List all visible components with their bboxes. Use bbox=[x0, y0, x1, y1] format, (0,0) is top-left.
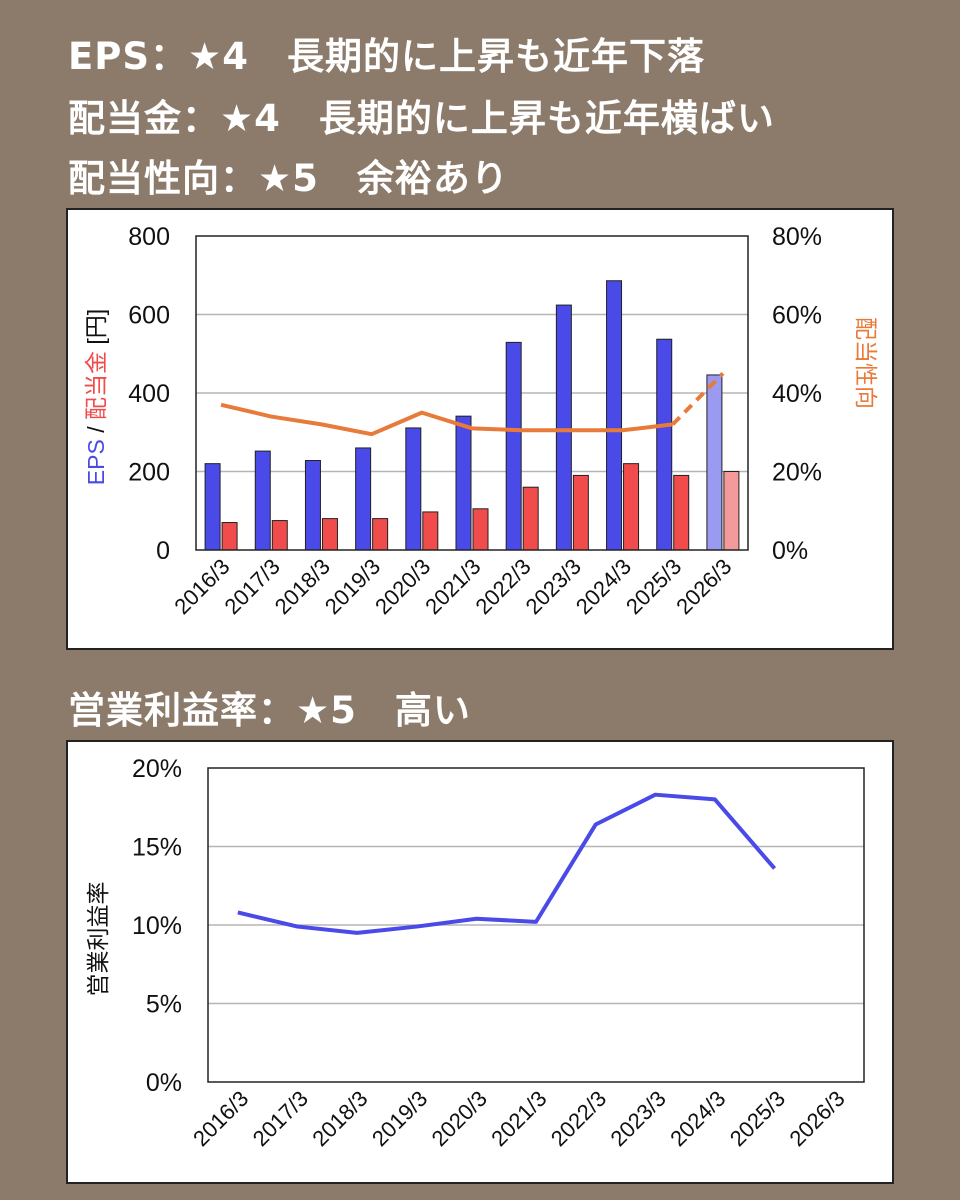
x-tick-label: 2017/3 bbox=[248, 1086, 313, 1151]
x-tick-label: 2019/3 bbox=[367, 1086, 432, 1151]
x-tick-label: 2022/3 bbox=[470, 554, 535, 619]
y2-axis-label: 配当性向 bbox=[853, 317, 879, 409]
x-tick-label: 2018/3 bbox=[270, 554, 335, 619]
y-tick-label: 10% bbox=[132, 912, 182, 940]
dividend-bar bbox=[623, 463, 640, 551]
plot-frame bbox=[207, 767, 865, 1083]
x-tick-label: 2024/3 bbox=[665, 1086, 730, 1151]
payout-ratio-line bbox=[220, 402, 673, 437]
eps-bar bbox=[204, 463, 221, 551]
dividend-bar bbox=[422, 511, 439, 551]
eps-bar bbox=[405, 427, 422, 551]
y2-tick-label: 0% bbox=[772, 537, 808, 565]
payout-rating-heading: 配当性向：★5 余裕あり bbox=[68, 157, 509, 200]
x-tick-label: 2016/3 bbox=[169, 554, 234, 619]
dividend-bar bbox=[723, 471, 740, 551]
dividend-bar bbox=[321, 518, 338, 551]
x-tick-label: 2025/3 bbox=[621, 554, 686, 619]
dividend-bar bbox=[372, 518, 389, 551]
y2-tick-label: 80% bbox=[772, 223, 822, 251]
dividend-bar bbox=[271, 520, 288, 551]
x-tick-label: 2025/3 bbox=[725, 1086, 790, 1151]
y-tick-label: 600 bbox=[128, 302, 170, 330]
y-tick-label: 0 bbox=[156, 537, 170, 565]
y-axis-label-part: / bbox=[83, 420, 109, 439]
eps-rating-heading: EPS：★4 長期的に上昇も近年下落 bbox=[68, 35, 705, 78]
x-tick-label: 2026/3 bbox=[784, 1086, 849, 1151]
x-tick-label: 2024/3 bbox=[571, 554, 636, 619]
x-tick-label: 2019/3 bbox=[320, 554, 385, 619]
y-tick-label: 20% bbox=[132, 755, 182, 783]
eps-bar bbox=[656, 338, 673, 551]
y-axis-label-part: 配当金 bbox=[83, 351, 109, 420]
payout-ratio-forecast-line bbox=[671, 371, 725, 426]
dividend-bar bbox=[522, 486, 539, 551]
eps-bar bbox=[555, 304, 572, 551]
x-tick-label: 2022/3 bbox=[546, 1086, 611, 1151]
x-tick-label: 2021/3 bbox=[420, 554, 485, 619]
operating-margin-chart-panel: 0% 5% 10% 15% 20% 2016/3 2017/3 2018/3 2019/3 202… bbox=[66, 740, 894, 1184]
x-tick-label: 2020/3 bbox=[427, 1086, 492, 1151]
operating-margin-chart: 0%5%10%15%20%2016/32017/32018/32019/3202… bbox=[85, 755, 865, 1151]
dividend-bar bbox=[472, 508, 489, 551]
y-tick-label: 400 bbox=[128, 380, 170, 408]
y-tick-label: 200 bbox=[128, 459, 170, 487]
y2-tick-label: 40% bbox=[772, 380, 822, 408]
plot-frame bbox=[195, 235, 749, 551]
x-tick-label: 2018/3 bbox=[307, 1086, 372, 1151]
eps-bar bbox=[505, 341, 522, 551]
y-tick-label: 5% bbox=[146, 991, 182, 1019]
eps-bar bbox=[304, 460, 321, 551]
x-tick-label: 2023/3 bbox=[606, 1086, 671, 1151]
eps-bar bbox=[254, 450, 271, 551]
y-axis-label: 営業利益率 bbox=[85, 882, 111, 997]
dividend-bar bbox=[572, 474, 589, 551]
eps-dividend-chart: 02004006008000%20%40%60%80%2016/32017/32… bbox=[83, 223, 879, 619]
y-tick-label: 15% bbox=[132, 834, 182, 862]
eps-bar bbox=[706, 374, 723, 551]
eps-bar bbox=[355, 447, 372, 551]
x-tick-label: 2017/3 bbox=[220, 554, 285, 619]
x-tick-label: 2016/3 bbox=[188, 1086, 253, 1151]
eps-dividend-chart-panel: 0 200 400 600 800 0% 20% 40% 60% 80% 2016/3 2017/3 2… bbox=[66, 208, 894, 650]
margin-rating-heading: 営業利益率：★5 高い bbox=[68, 689, 471, 732]
x-tick-label: 2020/3 bbox=[370, 554, 435, 619]
operating-margin-line bbox=[237, 792, 777, 935]
x-tick-label: 2023/3 bbox=[521, 554, 586, 619]
y-tick-label: 0% bbox=[146, 1069, 182, 1097]
y2-tick-label: 60% bbox=[772, 302, 822, 330]
x-tick-label: 2021/3 bbox=[486, 1086, 551, 1151]
y-axis-label: EPS / 配当金 [円] bbox=[83, 309, 109, 485]
y-axis-label-part: EPS bbox=[83, 439, 109, 485]
eps-bar bbox=[455, 415, 472, 551]
y-axis-label-part: [円] bbox=[83, 309, 109, 351]
dividend-rating-heading: 配当金：★4 長期的に上昇も近年横ばい bbox=[68, 97, 775, 140]
dividend-bar bbox=[673, 474, 690, 551]
dividend-bar bbox=[221, 522, 238, 551]
eps-bar bbox=[606, 280, 623, 551]
y2-tick-label: 20% bbox=[772, 459, 822, 487]
x-tick-label: 2026/3 bbox=[671, 554, 736, 619]
y-tick-label: 800 bbox=[128, 223, 170, 251]
